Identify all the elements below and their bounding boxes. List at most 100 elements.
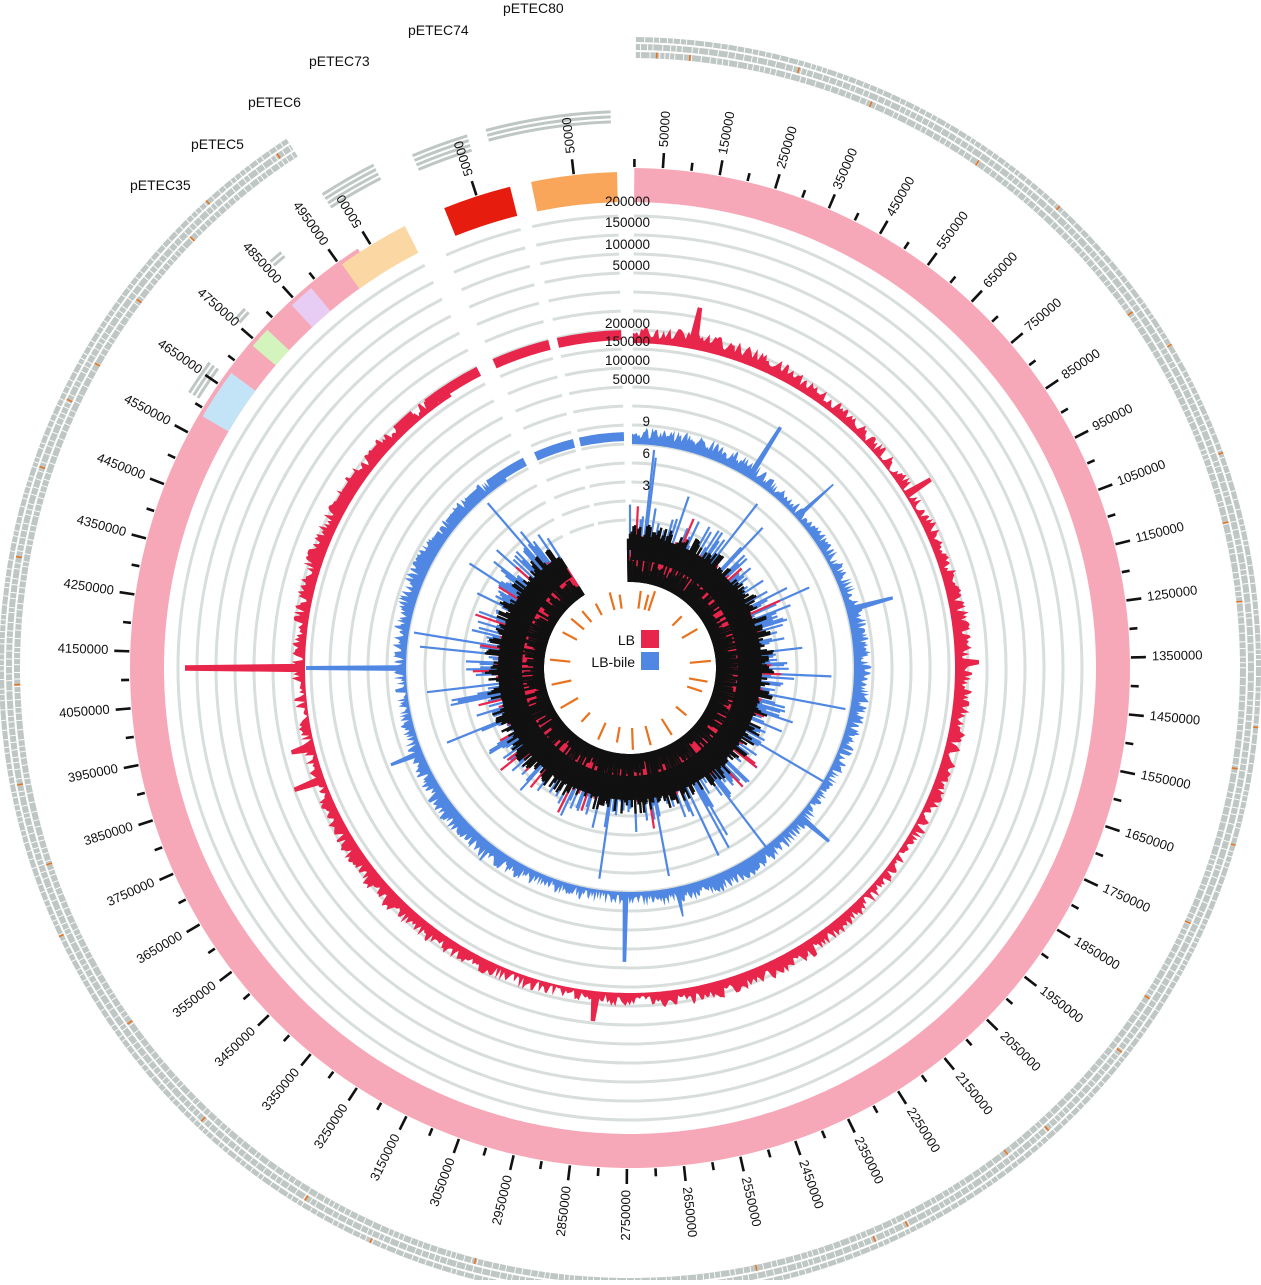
feature-gap [8, 622, 14, 623]
chromosome-tick-label: 2050000 [997, 1028, 1044, 1074]
grid-circle [291, 378, 308, 398]
chromosome-tick-label: 2150000 [953, 1069, 996, 1118]
major-tick [1129, 715, 1144, 716]
feature-gap [1246, 721, 1252, 722]
grid-circle [340, 353, 361, 373]
grid-circle [470, 531, 478, 541]
grid-circle [398, 516, 417, 547]
minor-tick [179, 900, 186, 904]
minor-tick [1096, 853, 1103, 856]
grid-circle [296, 450, 323, 495]
feature-gap [2, 730, 7, 731]
minor-tick [1114, 799, 1122, 801]
minor-tick [992, 316, 998, 322]
plasmid-tick [472, 181, 477, 195]
legend-swatch-lb [641, 630, 659, 648]
inner-feature-mark [638, 591, 640, 609]
chromosome-tick-label: 1050000 [1115, 456, 1168, 488]
grid-circle [462, 266, 530, 289]
minor-tick [244, 994, 250, 999]
major-tick [848, 1119, 855, 1133]
major-tick [972, 291, 982, 302]
feature-gap [9, 728, 15, 729]
major-tick [1116, 541, 1131, 545]
chromosome-tick-label: 2350000 [852, 1134, 888, 1186]
chromosome-tick-label: 150000 [715, 110, 738, 155]
grid-circle [465, 560, 479, 582]
grid-circle [545, 273, 620, 282]
major-tick [132, 535, 146, 539]
grid-circle [477, 303, 539, 324]
grid-circle [353, 368, 373, 387]
minor-tick [874, 1106, 878, 1113]
grid-circle [540, 254, 619, 264]
chromosome-tick-label: 950000 [1090, 400, 1135, 433]
inner-feature-mark [672, 616, 681, 625]
feature-gap [9, 612, 15, 613]
major-tick [1025, 977, 1037, 986]
minor-tick [1029, 360, 1035, 365]
grid-circle [523, 414, 566, 429]
major-tick [120, 592, 135, 594]
feature-gap [676, 46, 677, 52]
grid-circle [505, 485, 537, 505]
major-tick [945, 1058, 955, 1070]
feature-gap [2, 605, 7, 606]
major-tick [301, 1054, 311, 1066]
plasmid-tick-label-petec80: 50000 [559, 117, 578, 155]
chromosome-tick-label: 4750000 [195, 285, 243, 330]
inner-feature-mark [632, 728, 633, 750]
lb-scale-label: 100000 [605, 237, 650, 252]
major-tick [139, 820, 153, 825]
chromosome-tick-label: 2750000 [618, 1190, 633, 1241]
major-tick [775, 174, 779, 188]
chromosome-tick-label: 3150000 [367, 1131, 403, 1183]
feature-gap [687, 1275, 688, 1280]
inner-feature-mark [676, 707, 686, 716]
chromosome-tick-label: 450000 [883, 174, 918, 219]
grid-circle [336, 416, 351, 434]
minor-tick [1108, 514, 1116, 516]
major-tick [795, 1141, 800, 1155]
feature-gap [3, 740, 8, 741]
chromosome-tick-label: 850000 [1058, 345, 1102, 382]
major-tick [568, 1165, 570, 1180]
plasmid-label-petec80: pETEC80 [503, 0, 564, 16]
feature-gap [692, 47, 693, 53]
minor-tick [598, 1168, 599, 1176]
feature-orange-mark [16, 557, 22, 558]
plasmid-tick [572, 159, 574, 174]
minor-tick [1006, 999, 1012, 1004]
major-tick [258, 1015, 269, 1025]
chromosome-tick-label: 2450000 [796, 1158, 827, 1211]
minor-tick [904, 242, 908, 249]
minor-tick [1042, 954, 1049, 959]
chromosome-tick-label: 4450000 [95, 450, 148, 483]
major-tick [175, 425, 188, 432]
chromosome-tick-label: 250000 [773, 124, 800, 170]
chromosome-tick-label: 3050000 [426, 1156, 457, 1209]
minor-tick [309, 273, 314, 279]
major-tick [720, 160, 723, 175]
chromosome-tick-label: 3550000 [169, 978, 218, 1021]
grid-circle [562, 506, 590, 515]
grid-circle [528, 519, 554, 535]
inner-scale-label: 9 [642, 414, 650, 429]
grid-circle [366, 282, 433, 324]
grid-circle [549, 292, 621, 301]
major-tick [1057, 930, 1070, 938]
chromosome-tick-label: 3650000 [134, 928, 185, 967]
chromosome-tick-label: 1250000 [1146, 582, 1198, 604]
chromosome-tick-label: 1450000 [1149, 708, 1201, 728]
major-tick [987, 1020, 998, 1031]
grid-circle [381, 505, 401, 538]
plasmid-ideogram-petec73 [342, 226, 418, 289]
grid-circle [410, 480, 421, 493]
feature-gap [16, 618, 22, 619]
grid-circle [577, 425, 623, 431]
major-tick [454, 1139, 459, 1153]
chromosome-tick-label: 650000 [980, 249, 1021, 291]
grid-circle [594, 501, 626, 505]
inner-feature-mark [649, 591, 656, 611]
feature-gap [574, 1276, 575, 1281]
